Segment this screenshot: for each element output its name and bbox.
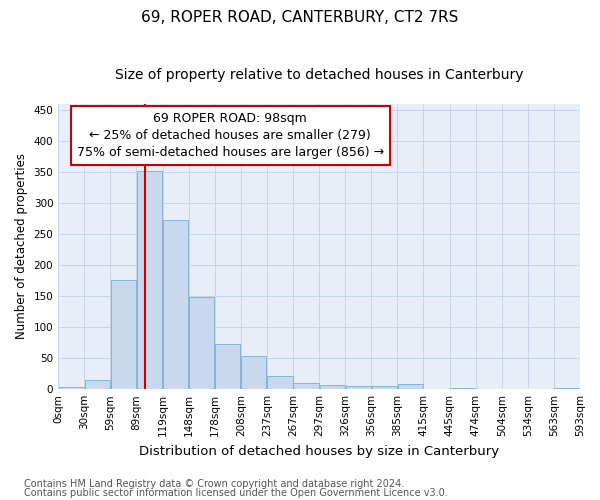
Bar xyxy=(137,171,162,389)
Bar xyxy=(372,386,397,389)
Bar xyxy=(59,388,84,389)
Bar xyxy=(450,388,475,389)
Text: 69 ROPER ROAD: 98sqm
← 25% of detached houses are smaller (279)
75% of semi-deta: 69 ROPER ROAD: 98sqm ← 25% of detached h… xyxy=(77,112,384,159)
Text: 69, ROPER ROAD, CANTERBURY, CT2 7RS: 69, ROPER ROAD, CANTERBURY, CT2 7RS xyxy=(142,10,458,25)
Bar xyxy=(241,356,266,389)
Bar xyxy=(163,220,188,389)
Y-axis label: Number of detached properties: Number of detached properties xyxy=(15,154,28,340)
Bar xyxy=(85,380,110,389)
Text: Contains HM Land Registry data © Crown copyright and database right 2024.: Contains HM Land Registry data © Crown c… xyxy=(24,479,404,489)
Bar xyxy=(320,386,345,389)
Bar xyxy=(111,280,136,389)
Bar xyxy=(268,376,293,389)
Title: Size of property relative to detached houses in Canterbury: Size of property relative to detached ho… xyxy=(115,68,523,82)
X-axis label: Distribution of detached houses by size in Canterbury: Distribution of detached houses by size … xyxy=(139,444,499,458)
Text: Contains public sector information licensed under the Open Government Licence v3: Contains public sector information licen… xyxy=(24,488,448,498)
Bar xyxy=(346,386,371,389)
Bar xyxy=(554,388,580,389)
Bar xyxy=(293,383,319,389)
Bar xyxy=(215,344,241,389)
Bar xyxy=(398,384,423,389)
Bar xyxy=(189,298,214,389)
